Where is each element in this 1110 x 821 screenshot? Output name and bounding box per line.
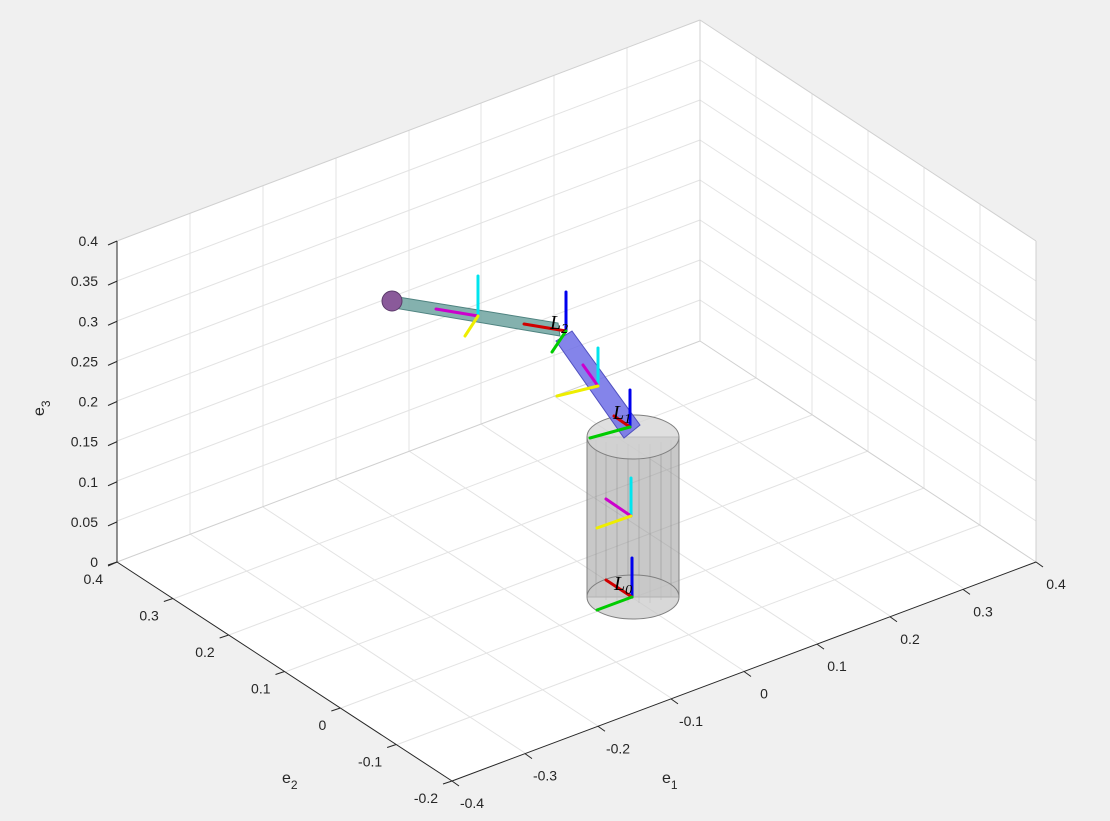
z-tick: [107, 240, 118, 246]
z-tick-label: 0.35: [71, 273, 98, 289]
y-tick: [107, 561, 118, 566]
x-tick: [889, 616, 898, 623]
side-wall-grid: [699, 57, 1037, 525]
frame-L1-axes: [588, 388, 632, 440]
x-axis: -0.4 -0.3 -0.2 -0.1 0 0.1 0.2 0.3 0.4: [451, 561, 1066, 811]
z-tick-label: 0.2: [79, 394, 99, 410]
x-tick-label: -0.3: [533, 768, 557, 784]
x-tick: [524, 753, 533, 760]
y-tick-label: 0: [319, 717, 327, 733]
z-tick: [107, 360, 118, 366]
x-tick: [816, 643, 825, 650]
y-tick-label: 0.4: [84, 571, 104, 587]
y-tick: [331, 707, 341, 712]
z-tick-label: 0.05: [71, 514, 98, 530]
x-tick-label: 0.4: [1046, 576, 1066, 592]
x-tick: [743, 671, 752, 677]
z-tick-label: 0.1: [79, 474, 99, 490]
link1-com-axes: [555, 346, 600, 398]
robot-model: L0 L1 L2: [381, 274, 680, 620]
x-tick: [670, 698, 679, 705]
frame-L0-axes: [595, 556, 634, 612]
z-axis: 0 0.05 0.1 0.15 0.2 0.25 0.3 0.35 0.4: [71, 233, 118, 570]
link2-com-axes: [434, 274, 480, 338]
x-tick-label: 0: [760, 686, 768, 702]
x-tick-label: -0.1: [679, 713, 703, 729]
frame-L2-axes: [522, 290, 568, 354]
z-tick-label: 0.25: [71, 353, 98, 369]
y-tick: [219, 634, 229, 639]
y-tick-label: -0.2: [414, 790, 438, 806]
back-wall-grid: [116, 48, 701, 534]
x-tick: [451, 780, 460, 787]
x-axis-label: e1: [662, 770, 678, 792]
z-tick-label: 0.3: [79, 313, 99, 329]
y-tick-label: -0.1: [358, 754, 382, 770]
y-tick-label: 0.1: [251, 681, 271, 697]
y-tick: [387, 744, 397, 748]
y-tick: [275, 671, 285, 675]
z-tick: [107, 401, 118, 406]
y-tick-label: 0.3: [139, 608, 159, 624]
x-tick-label: 0.3: [973, 603, 993, 619]
x-tick-label: -0.4: [460, 795, 484, 811]
x-tick-label: 0.1: [827, 658, 847, 674]
x-tick-label: 0.2: [900, 631, 920, 647]
base-cylinder: [586, 414, 680, 620]
frame-label-L2: L2: [549, 312, 568, 337]
y-tick-label: 0.2: [195, 644, 215, 660]
z-tick: [107, 320, 118, 326]
z-tick-label: 0.4: [79, 233, 99, 249]
z-tick-label: 0.15: [71, 434, 98, 450]
grid-lines: [116, 19, 1037, 754]
x-tick: [962, 588, 971, 595]
y-tick: [442, 780, 453, 785]
y-axis: -0.2 -0.1 0 0.1 0.2 0.3 0.4: [84, 561, 453, 806]
x-tick: [1035, 561, 1044, 568]
y-tick: [163, 598, 173, 602]
z-tick: [107, 280, 118, 286]
x-tick-label: -0.2: [606, 740, 630, 756]
x-tick: [597, 725, 606, 732]
z-tick: [107, 441, 118, 447]
z-tick-label: 0: [90, 554, 98, 570]
z-tick: [107, 481, 118, 487]
z-axis-label: e3: [31, 400, 53, 416]
end-effector-sphere: [381, 290, 403, 312]
frame-label-L0: L0: [613, 573, 632, 598]
y-axis-label: e2: [282, 770, 298, 792]
z-tick: [107, 521, 118, 527]
frame-label-L1: L1: [612, 402, 631, 427]
base-com-axes: [595, 476, 633, 530]
